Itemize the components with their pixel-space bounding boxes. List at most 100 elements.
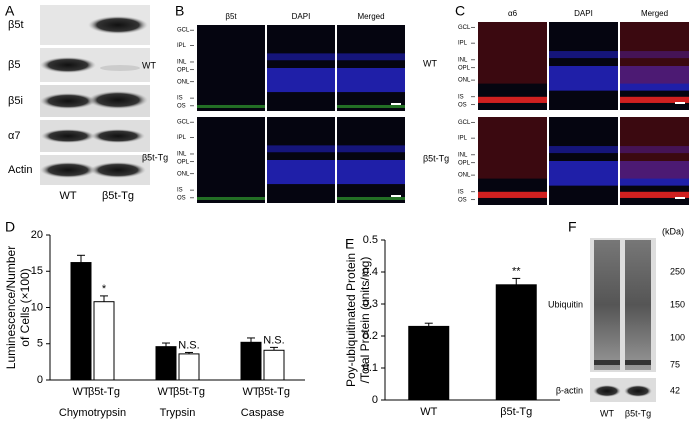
stain bbox=[620, 22, 689, 84]
unit-label: (kDa) bbox=[662, 226, 684, 236]
bar bbox=[263, 349, 285, 381]
y-tick-label: 0.2 bbox=[363, 330, 378, 342]
series-label: WT bbox=[242, 386, 259, 398]
x-tick-label: Trypsin bbox=[160, 407, 196, 419]
bar bbox=[408, 325, 450, 401]
nuclear-layer bbox=[549, 161, 618, 186]
panel-label: E bbox=[345, 236, 354, 252]
series-label: β5t-Tg bbox=[258, 386, 290, 398]
layer-label: INL bbox=[177, 60, 187, 66]
stain bbox=[337, 196, 405, 200]
nuclear-layer bbox=[549, 51, 618, 59]
series-label: WT bbox=[157, 386, 174, 398]
column-label: Merged bbox=[357, 12, 384, 21]
micrograph bbox=[478, 22, 547, 110]
scale-bar bbox=[391, 195, 401, 197]
marker-label: 75 bbox=[670, 359, 680, 369]
layer-label: IS bbox=[458, 189, 464, 195]
y-axis-label: Luminescence/Number bbox=[4, 246, 18, 369]
marker-label: 150 bbox=[670, 299, 685, 309]
nuclear-layer bbox=[337, 53, 405, 61]
stain bbox=[620, 96, 689, 103]
column-label: α6 bbox=[508, 9, 518, 18]
layer-label: ONL bbox=[177, 79, 190, 85]
layer-label: IS bbox=[177, 96, 183, 102]
stain bbox=[337, 104, 405, 108]
layer-label: GCL bbox=[177, 120, 190, 126]
layer-label: OS bbox=[177, 103, 186, 109]
bar bbox=[240, 341, 262, 381]
stain bbox=[478, 96, 547, 103]
y-tick-label: 0.1 bbox=[363, 362, 378, 374]
panel-label: D bbox=[5, 219, 15, 235]
bar bbox=[495, 284, 537, 401]
blot-a bbox=[40, 5, 150, 185]
panel-label: B bbox=[175, 3, 184, 19]
y-tick-label: 0 bbox=[372, 394, 378, 406]
layer-label: IS bbox=[458, 94, 464, 100]
stain bbox=[620, 117, 689, 179]
layer-label: OPL bbox=[458, 160, 471, 166]
stain bbox=[197, 104, 265, 108]
significance: ** bbox=[512, 265, 521, 277]
lane-label: β5t-Tg bbox=[102, 190, 134, 202]
layer-label: ONL bbox=[177, 171, 190, 177]
layer-label: GCL bbox=[458, 25, 471, 31]
layer-label: GCL bbox=[177, 28, 190, 34]
panel-label: F bbox=[568, 219, 577, 235]
nuclear-layer bbox=[337, 68, 405, 93]
y-axis-label: of Cells (×100) bbox=[18, 268, 32, 346]
x-tick-label: β5t-Tg bbox=[500, 406, 532, 418]
row-label: Actin bbox=[8, 164, 32, 176]
stain bbox=[478, 191, 547, 198]
y-tick-label: 0 bbox=[37, 374, 43, 386]
layer-label: INL bbox=[458, 57, 468, 63]
layer-label: ONL bbox=[458, 78, 471, 84]
scale-bar bbox=[675, 102, 685, 104]
row-label: β5t-Tg bbox=[423, 154, 449, 164]
nuclear-layer bbox=[620, 161, 689, 186]
nuclear-layer bbox=[549, 146, 618, 154]
column-label: Merged bbox=[641, 9, 668, 18]
y-axis-label: Poy-ubiquitinated Protein bbox=[344, 253, 358, 387]
layer-label: OPL bbox=[177, 67, 190, 73]
bar bbox=[93, 301, 115, 381]
y-tick-label: 5 bbox=[37, 338, 43, 350]
panel-label: A bbox=[5, 3, 15, 19]
lane-label: WT bbox=[59, 190, 76, 202]
row-label: β5i bbox=[8, 95, 23, 107]
marker-label: 100 bbox=[670, 332, 685, 342]
scale-bar bbox=[675, 197, 685, 199]
significance: N.S. bbox=[178, 339, 199, 351]
column-label: β5t bbox=[225, 12, 237, 21]
layer-label: GCL bbox=[458, 120, 471, 126]
stain bbox=[478, 117, 547, 179]
micrograph bbox=[197, 25, 265, 111]
stain bbox=[197, 196, 265, 200]
micrograph bbox=[478, 117, 547, 205]
stain bbox=[478, 22, 547, 84]
lane-label: β5t-Tg bbox=[625, 408, 651, 418]
nuclear-layer bbox=[620, 66, 689, 91]
bar bbox=[155, 346, 177, 381]
layer-label: OPL bbox=[458, 65, 471, 71]
layer-label: IPL bbox=[177, 43, 187, 49]
y-tick-label: 0.3 bbox=[363, 298, 378, 310]
row-label: α7 bbox=[8, 130, 20, 142]
row-label: β5 bbox=[8, 59, 20, 71]
row-label: β5t bbox=[8, 19, 24, 31]
y-tick-label: 0.4 bbox=[363, 266, 378, 278]
y-tick-label: 10 bbox=[31, 301, 43, 313]
x-tick-label: Chymotrypsin bbox=[59, 407, 126, 419]
y-tick-label: 0.5 bbox=[363, 234, 378, 246]
layer-label: INL bbox=[177, 152, 187, 158]
layer-label: OPL bbox=[177, 159, 190, 165]
nuclear-layer bbox=[267, 68, 335, 93]
nuclear-layer bbox=[267, 53, 335, 61]
panel-label: C bbox=[455, 3, 465, 19]
scale-bar bbox=[391, 103, 401, 105]
bar bbox=[178, 353, 200, 381]
layer-label: OS bbox=[177, 195, 186, 201]
marker-label: 42 bbox=[670, 385, 680, 395]
